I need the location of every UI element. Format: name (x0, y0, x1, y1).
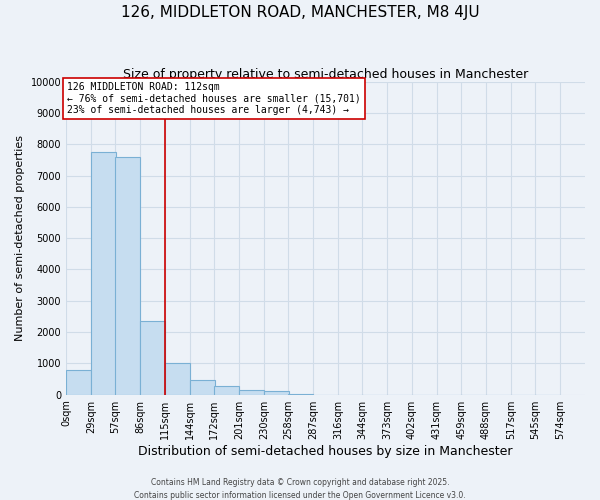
Bar (214, 386, 239, 394)
Bar (115, 157, 140, 394)
Bar (190, 380, 215, 394)
Bar (91, 152, 116, 394)
Bar (140, 321, 165, 394)
Bar (165, 364, 190, 394)
Bar (66, 370, 91, 394)
Title: Size of property relative to semi-detached houses in Manchester: Size of property relative to semi-detach… (123, 68, 528, 80)
Bar (264, 392, 289, 394)
Bar (239, 390, 264, 394)
Y-axis label: Number of semi-detached properties: Number of semi-detached properties (15, 135, 25, 341)
Text: Contains HM Land Registry data © Crown copyright and database right 2025.
Contai: Contains HM Land Registry data © Crown c… (134, 478, 466, 500)
X-axis label: Distribution of semi-detached houses by size in Manchester: Distribution of semi-detached houses by … (138, 444, 513, 458)
Text: 126, MIDDLETON ROAD, MANCHESTER, M8 4JU: 126, MIDDLETON ROAD, MANCHESTER, M8 4JU (121, 5, 479, 20)
Text: 126 MIDDLETON ROAD: 112sqm
← 76% of semi-detached houses are smaller (15,701)
23: 126 MIDDLETON ROAD: 112sqm ← 76% of semi… (67, 82, 361, 116)
